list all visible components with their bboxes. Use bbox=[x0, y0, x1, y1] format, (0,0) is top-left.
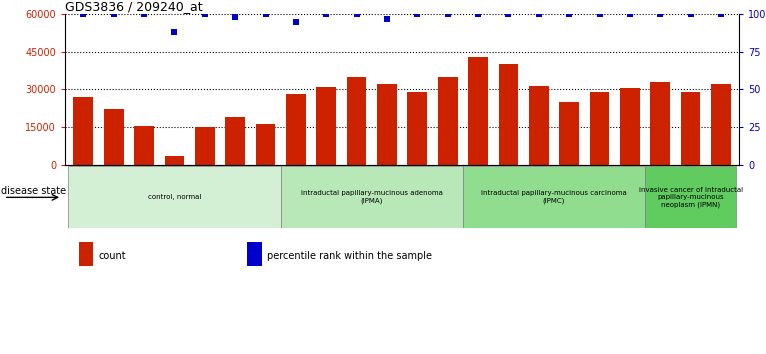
Bar bbox=[104, 109, 123, 165]
Bar bbox=[195, 127, 214, 165]
Bar bbox=[681, 92, 700, 165]
Bar bbox=[590, 92, 610, 165]
Point bbox=[290, 19, 302, 24]
Point bbox=[715, 11, 727, 17]
Text: intraductal papillary-mucinous adenoma
(IPMA): intraductal papillary-mucinous adenoma (… bbox=[301, 190, 443, 204]
Point bbox=[654, 11, 666, 17]
Bar bbox=[620, 88, 640, 165]
Bar bbox=[286, 95, 306, 165]
Point bbox=[138, 11, 150, 17]
Text: GDS3836 / 209240_at: GDS3836 / 209240_at bbox=[65, 0, 203, 13]
Bar bbox=[280, 166, 463, 228]
Point bbox=[411, 11, 424, 17]
Text: intraductal papillary-mucinous carcinoma
(IPMC): intraductal papillary-mucinous carcinoma… bbox=[481, 190, 627, 204]
Bar bbox=[499, 64, 519, 165]
Text: disease state: disease state bbox=[1, 186, 66, 196]
Bar bbox=[463, 166, 645, 228]
Bar bbox=[134, 126, 154, 165]
Point bbox=[381, 16, 393, 22]
Point bbox=[320, 11, 332, 17]
Bar bbox=[711, 84, 731, 165]
Bar bbox=[645, 166, 736, 228]
Point bbox=[441, 11, 453, 17]
Point bbox=[685, 11, 697, 17]
Point bbox=[77, 11, 90, 17]
Bar bbox=[377, 84, 397, 165]
Text: count: count bbox=[99, 251, 126, 261]
Text: percentile rank within the sample: percentile rank within the sample bbox=[267, 251, 432, 261]
Point bbox=[198, 11, 211, 17]
Point bbox=[472, 11, 484, 17]
Bar bbox=[74, 97, 93, 165]
Bar bbox=[408, 92, 427, 165]
Point bbox=[563, 11, 575, 17]
Point bbox=[502, 11, 515, 17]
Bar bbox=[165, 156, 185, 165]
Text: control, normal: control, normal bbox=[148, 194, 201, 200]
Point bbox=[260, 11, 272, 17]
Bar bbox=[559, 102, 579, 165]
Text: invasive cancer of intraductal
papillary-mucinous
neoplasm (IPMN): invasive cancer of intraductal papillary… bbox=[639, 187, 743, 208]
Bar bbox=[468, 57, 488, 165]
Bar bbox=[650, 82, 670, 165]
Point bbox=[229, 14, 241, 20]
Bar bbox=[438, 77, 457, 165]
Bar bbox=[68, 166, 280, 228]
Point bbox=[532, 11, 545, 17]
Point bbox=[169, 29, 181, 35]
Point bbox=[624, 11, 636, 17]
Bar bbox=[79, 242, 93, 267]
Bar bbox=[247, 242, 262, 267]
Bar bbox=[529, 86, 548, 165]
Bar bbox=[316, 87, 336, 165]
Bar bbox=[225, 117, 245, 165]
Point bbox=[351, 11, 363, 17]
Point bbox=[594, 11, 606, 17]
Point bbox=[107, 11, 119, 17]
Bar bbox=[347, 77, 366, 165]
Bar bbox=[256, 125, 276, 165]
